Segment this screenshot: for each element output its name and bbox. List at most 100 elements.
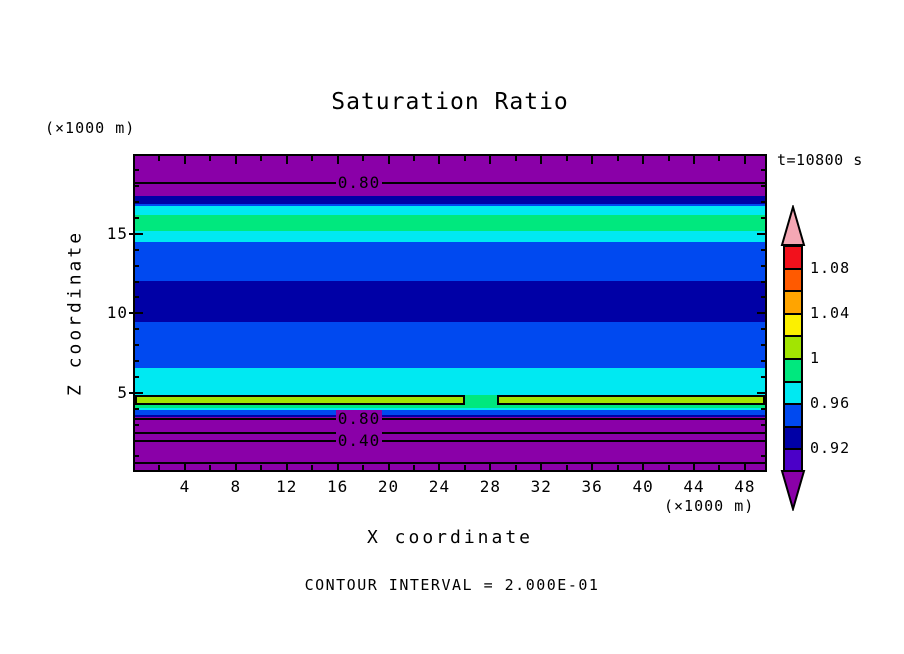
contour-band-navy bbox=[135, 414, 765, 417]
contour-line-0.6 bbox=[135, 431, 765, 434]
y-tick-left bbox=[135, 328, 139, 331]
x-tick-bottom bbox=[718, 465, 721, 470]
contour-band-blue bbox=[135, 322, 765, 369]
x-tick-bottom bbox=[234, 462, 237, 470]
y-tick-right bbox=[761, 423, 765, 426]
x-tick-top bbox=[667, 156, 670, 161]
x-tick-label-28: 28 bbox=[479, 477, 501, 496]
y-tick-right bbox=[757, 391, 765, 394]
x-tick-top bbox=[209, 156, 212, 161]
x-tick-bottom bbox=[260, 465, 263, 470]
x-tick-bottom bbox=[362, 465, 365, 470]
y-tick-left bbox=[129, 312, 143, 315]
x-tick-bottom bbox=[463, 465, 466, 470]
contour-band-greenyellow bbox=[135, 395, 465, 406]
y-tick-left bbox=[135, 201, 139, 203]
x-tick-top bbox=[642, 156, 645, 164]
colorbar-label-1.08: 1.08 bbox=[810, 258, 851, 277]
y-tick-right bbox=[761, 344, 765, 347]
y-tick-right bbox=[761, 185, 765, 188]
y-tick-left bbox=[135, 423, 139, 426]
colorbar-box-yellow bbox=[783, 312, 803, 338]
plot-area: 0.80 0.80 0.40 bbox=[129, 154, 767, 472]
x-tick-top bbox=[336, 156, 339, 164]
x-tick-bottom bbox=[183, 462, 186, 470]
colorbar-box-cyan bbox=[783, 380, 803, 406]
x-tick-label-8: 8 bbox=[230, 477, 242, 496]
y-tick-right bbox=[761, 455, 765, 458]
x-tick-top bbox=[616, 156, 619, 161]
x-tick-bottom bbox=[692, 462, 695, 470]
y-tick-right bbox=[761, 407, 765, 410]
x-tick-top bbox=[183, 156, 186, 164]
contour-band-cyan bbox=[135, 205, 765, 215]
x-tick-top bbox=[718, 156, 721, 161]
y-tick-left bbox=[135, 439, 139, 442]
colorbar-label-0.96: 0.96 bbox=[810, 394, 851, 413]
y-tick-left bbox=[135, 407, 139, 410]
y-tick-right bbox=[761, 264, 765, 267]
colorbar-box-orangered bbox=[783, 267, 803, 293]
x-tick-top bbox=[489, 156, 492, 164]
x-tick-label-4: 4 bbox=[179, 477, 191, 496]
x-tick-bottom bbox=[540, 462, 543, 470]
contour-band-cyan bbox=[135, 368, 765, 396]
contour-band-springgreen bbox=[135, 214, 765, 232]
y-tick-right bbox=[761, 248, 765, 251]
y-tick-label-5: 5 bbox=[117, 382, 128, 402]
y-tick-left bbox=[135, 264, 139, 267]
y-tick-right bbox=[757, 232, 765, 235]
x-tick-top bbox=[285, 156, 288, 164]
x-tick-top bbox=[362, 156, 365, 161]
contour-label-0.40: 0.40 bbox=[336, 431, 382, 451]
x-tick-top bbox=[514, 156, 517, 161]
time-annotation: t=10800 s bbox=[777, 151, 863, 169]
contour-line-0.4 bbox=[135, 440, 765, 443]
y-tick-right bbox=[761, 360, 765, 362]
y-tick-right bbox=[757, 312, 765, 315]
colorbar-label-0.92: 0.92 bbox=[810, 439, 851, 458]
x-tick-bottom bbox=[616, 465, 619, 470]
x-tick-top bbox=[463, 156, 466, 161]
y-tick-left bbox=[135, 455, 139, 458]
x-tick-bottom bbox=[387, 462, 390, 470]
x-axis-unit-label: (×1000 m) bbox=[664, 497, 755, 515]
y-tick-label-15: 15 bbox=[106, 223, 128, 243]
colorbar-box-orange bbox=[783, 290, 803, 315]
x-tick-bottom bbox=[565, 465, 568, 470]
contour-band-blue bbox=[135, 241, 765, 282]
colorbar-over-arrow bbox=[780, 205, 806, 246]
x-tick-label-32: 32 bbox=[530, 477, 552, 496]
colorbar-box-blue bbox=[783, 403, 803, 428]
x-tick-bottom bbox=[743, 462, 746, 470]
y-tick-left bbox=[135, 169, 139, 172]
x-tick-top bbox=[591, 156, 594, 164]
x-tick-top bbox=[387, 156, 390, 164]
contour-band-blue bbox=[135, 203, 765, 206]
y-tick-left bbox=[135, 248, 139, 251]
y-tick-left bbox=[135, 360, 139, 362]
x-tick-top bbox=[540, 156, 543, 164]
y-tick-right bbox=[761, 375, 765, 378]
contour-label-0.80: 0.80 bbox=[336, 409, 382, 429]
y-tick-left bbox=[135, 375, 139, 378]
colorbar-label-1.04: 1.04 bbox=[810, 303, 851, 322]
x-tick-top bbox=[743, 156, 746, 164]
x-tick-bottom bbox=[412, 465, 415, 470]
x-tick-top bbox=[565, 156, 568, 161]
y-tick-left bbox=[135, 280, 139, 283]
contour-band-navy bbox=[135, 196, 765, 204]
contour-band-purple bbox=[135, 156, 765, 197]
y-tick-right bbox=[761, 169, 765, 172]
x-tick-label-44: 44 bbox=[683, 477, 705, 496]
contour-band-navy bbox=[135, 281, 765, 323]
x-tick-top bbox=[692, 156, 695, 164]
y-tick-left bbox=[129, 391, 143, 394]
contour-line-0.8 bbox=[135, 418, 765, 421]
x-tick-label-36: 36 bbox=[581, 477, 603, 496]
contour-band-cyan bbox=[135, 407, 765, 411]
y-tick-left bbox=[135, 185, 139, 188]
contour-interval-note: CONTOUR INTERVAL = 2.000E-01 bbox=[304, 576, 600, 594]
contour-band-cyan bbox=[135, 231, 765, 242]
